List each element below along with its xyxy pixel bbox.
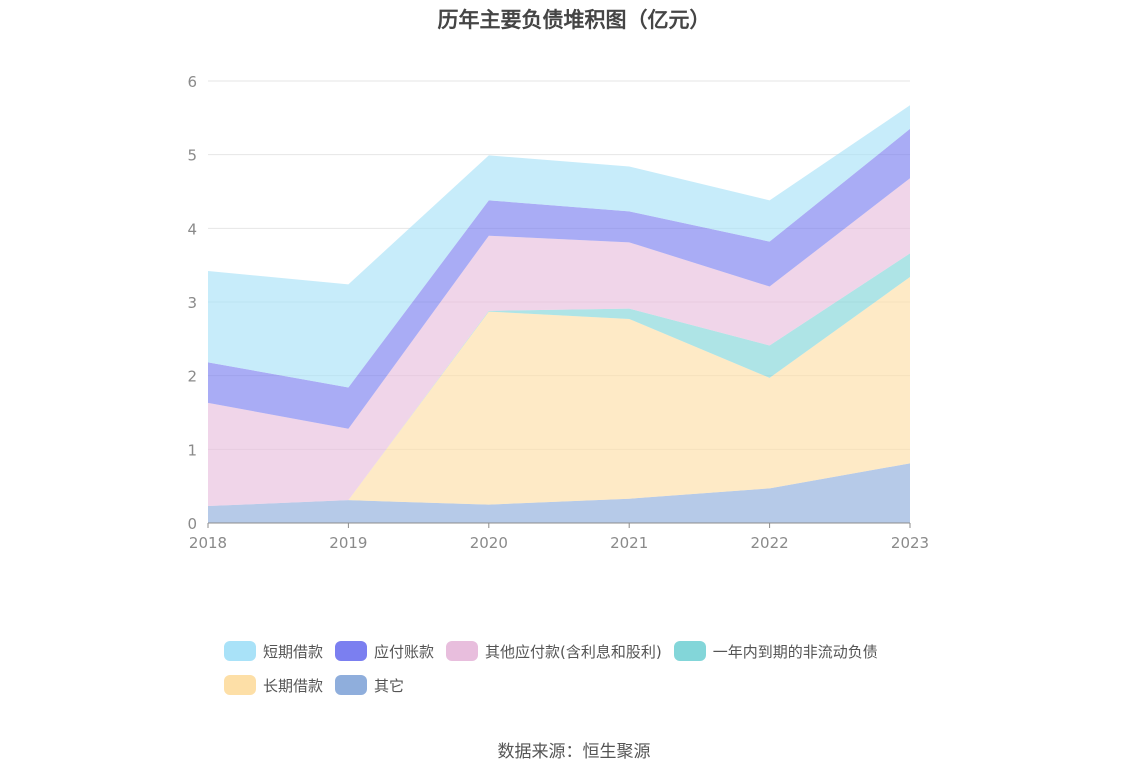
legend-item[interactable]: 其他应付款(含利息和股利) — [446, 640, 662, 662]
x-tick-label: 2019 — [329, 534, 367, 552]
y-tick-label: 4 — [187, 220, 197, 238]
y-tick-label: 0 — [187, 515, 197, 533]
legend-item[interactable]: 其它 — [335, 674, 404, 696]
area-series — [208, 178, 910, 507]
x-tick-label: 2020 — [470, 534, 508, 552]
legend-label: 短期借款 — [263, 642, 324, 661]
legend-item[interactable]: 一年内到期的非流动负债 — [673, 640, 878, 662]
legend-label: 一年内到期的非流动负债 — [712, 642, 878, 661]
data-source-note: 数据来源：恒生聚源 — [497, 742, 651, 762]
legend-label: 长期借款 — [263, 676, 324, 695]
legend-swatch — [335, 675, 368, 695]
x-tick-label: 2022 — [751, 534, 789, 552]
chart-title: 历年主要负债堆积图（亿元） — [437, 8, 711, 32]
stacked-area-chart: 0 1 2 3 4 5 6 2018 2019 2020 2021 2022 2023 — [187, 73, 929, 552]
area-series — [208, 463, 910, 523]
y-tick-label: 1 — [187, 441, 197, 459]
y-tick-label: 5 — [187, 147, 197, 165]
x-tick-label: 2021 — [610, 534, 648, 552]
legend-label: 其它 — [374, 676, 405, 695]
y-tick-label: 3 — [187, 294, 197, 312]
legend-swatch — [224, 641, 256, 661]
legend-item[interactable]: 应付账款 — [335, 640, 434, 662]
area-series — [208, 128, 910, 429]
x-tick-label: 2023 — [891, 534, 929, 552]
legend-label: 其他应付款(含利息和股利) — [485, 642, 662, 661]
legend-swatch — [673, 641, 706, 661]
legend-item[interactable]: 长期借款 — [224, 674, 323, 696]
legend-swatch — [224, 675, 256, 695]
legend-swatch — [335, 641, 368, 661]
area-series — [208, 276, 910, 507]
area-series — [208, 105, 910, 388]
chart-legend: 短期借款 应付账款 其他应付款(含利息和股利) 一年内到期的非流动负债长期借款 其它 — [224, 640, 984, 708]
legend-swatch — [446, 641, 479, 661]
legend-item[interactable]: 短期借款 — [224, 640, 323, 662]
y-tick-label: 2 — [187, 368, 197, 386]
legend-label: 应付账款 — [374, 642, 435, 661]
x-tick-label: 2018 — [189, 534, 227, 552]
y-tick-label: 6 — [187, 73, 197, 91]
